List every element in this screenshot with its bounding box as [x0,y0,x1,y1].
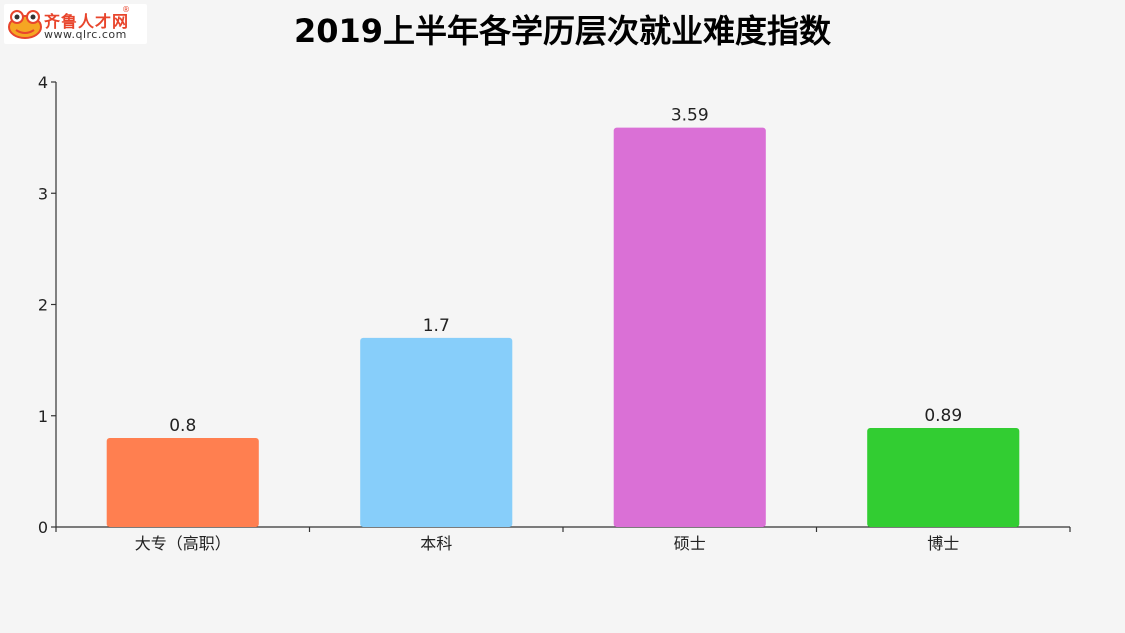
bar [106,438,259,527]
bar [613,127,766,528]
bar [867,427,1020,527]
y-tick-label: 3 [38,184,48,203]
bar-value-label: 0.8 [169,416,196,436]
x-tick-label: 本科 [420,534,452,553]
bar-value-label: 1.7 [423,316,450,336]
logo: 齐鲁人才网 ® www.qlrc.com [4,4,147,44]
registered-mark: ® [122,5,130,14]
x-tick-label: 博士 [927,534,959,553]
x-tick-label: 大专（高职） [135,534,231,553]
bar [360,337,513,527]
bar-value-label: 0.89 [924,406,962,426]
y-tick-label: 0 [38,518,48,537]
bar-value-label: 3.59 [671,106,709,126]
logo-url: www.qlrc.com [44,28,127,41]
frog-icon [8,10,42,39]
chart-title: 2019上半年各学历层次就业难度指数 [293,12,832,50]
y-tick-label: 4 [38,73,48,92]
x-tick-label: 硕士 [674,534,706,553]
y-tick-label: 2 [38,296,48,315]
y-tick-label: 1 [38,407,48,426]
logo-brand: 齐鲁人才网 [44,12,130,31]
